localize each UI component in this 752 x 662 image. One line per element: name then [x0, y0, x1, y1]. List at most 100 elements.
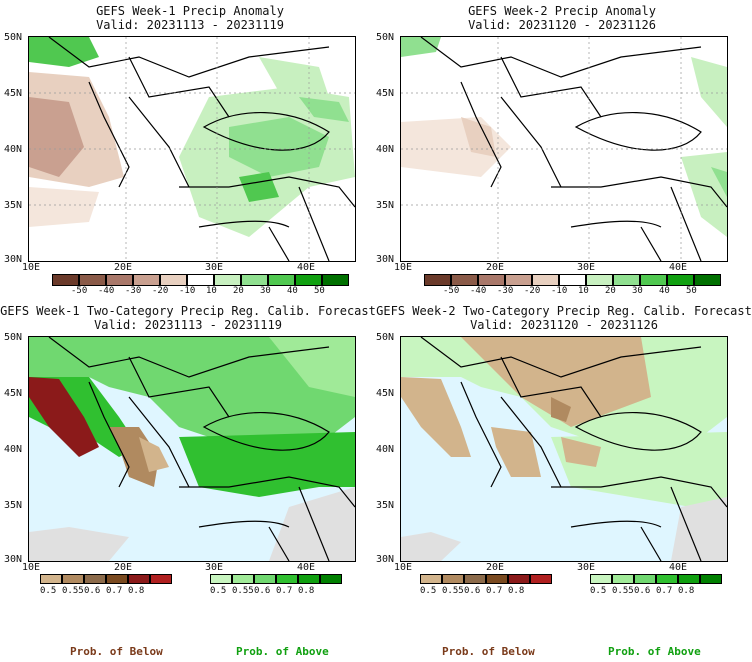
colorbar-label: -50 — [443, 286, 460, 296]
colorbar-label: -30 — [497, 286, 514, 296]
prob-below-label: Prob. of Below — [70, 645, 163, 658]
lon-label: 10E — [22, 262, 41, 273]
colorbar-swatch — [106, 274, 133, 286]
lat-label: 50N — [376, 332, 395, 343]
map-panel-week2-probability — [400, 336, 728, 562]
colorbar-label: 0.5 — [210, 586, 227, 596]
colorbar-label: 0.55 — [442, 586, 464, 596]
colorbar-label: 40 — [659, 286, 670, 296]
lat-label: 50N — [376, 32, 395, 43]
colorbar-label: 0.55 — [612, 586, 634, 596]
lon-label: 40E — [297, 262, 316, 273]
colorbar-swatch — [133, 274, 160, 286]
colorbar-swatch — [486, 574, 508, 584]
colorbar-swatch — [420, 574, 442, 584]
colorbar-swatch — [214, 274, 241, 286]
colorbar-label: 0.5 — [420, 586, 437, 596]
colorbar-label: 0.7 — [486, 586, 503, 596]
colorbar-swatch — [505, 274, 532, 286]
colorbar-label: -10 — [179, 286, 196, 296]
above-colorbar-week1: 0.5 0.55 0.6 0.7 0.8 — [210, 574, 350, 598]
colorbar-label: -20 — [524, 286, 541, 296]
colorbar-label: 0.5 — [40, 586, 57, 596]
lat-label: 40N — [376, 444, 395, 455]
lat-label: 35N — [4, 500, 23, 511]
above-colorbar-week2: 0.5 0.55 0.6 0.7 0.8 — [590, 574, 730, 598]
colorbar-label: 30 — [260, 286, 271, 296]
colorbar-swatch — [442, 574, 464, 584]
lon-label: 20E — [114, 562, 133, 573]
colorbar-label: 0.7 — [106, 586, 123, 596]
lat-label: 40N — [376, 144, 395, 155]
colorbar-label: -50 — [71, 286, 88, 296]
lon-label: 30E — [205, 562, 224, 573]
panel1-title: GEFS Week-1 Precip Anomaly — [96, 4, 284, 18]
colorbar-swatch — [62, 574, 84, 584]
colorbar-label: -40 — [470, 286, 487, 296]
colorbar-swatch — [678, 574, 700, 584]
colorbar-label: 40 — [287, 286, 298, 296]
colorbar-swatch — [106, 574, 128, 584]
lat-label: 30N — [4, 254, 23, 265]
lon-label: 40E — [297, 562, 316, 573]
colorbar-label: 0.7 — [276, 586, 293, 596]
map-panel-week1-probability — [28, 336, 356, 562]
lon-label: 10E — [394, 262, 413, 273]
lon-label: 30E — [205, 262, 224, 273]
lat-label: 35N — [376, 200, 395, 211]
lon-label: 20E — [114, 262, 133, 273]
colorbar-swatch — [612, 574, 634, 584]
lat-label: 30N — [376, 554, 395, 565]
colorbar-label: -10 — [551, 286, 568, 296]
colorbar-swatch — [508, 574, 530, 584]
colorbar-swatch — [532, 274, 559, 286]
lon-label: 10E — [22, 562, 41, 573]
colorbar-label: 0.8 — [678, 586, 695, 596]
colorbar-swatch — [478, 274, 505, 286]
colorbar-label: 0.6 — [254, 586, 271, 596]
lat-label: 45N — [376, 388, 395, 399]
anomaly-colorbar-week1: -50 -40 -30 -20 -10 10 20 30 40 50 — [52, 274, 352, 296]
lon-label: 40E — [669, 562, 688, 573]
colorbar-label: 30 — [632, 286, 643, 296]
colorbar-label: 0.55 — [232, 586, 254, 596]
colorbar-swatch — [210, 574, 232, 584]
panel3-title: GEFS Week-1 Two-Category Precip Reg. Cal… — [0, 304, 376, 318]
colorbar-label: 0.8 — [128, 586, 145, 596]
panel3-valid: Valid: 20231113 - 20231119 — [94, 318, 282, 332]
colorbar-swatch — [667, 274, 694, 286]
colorbar-swatch — [128, 574, 150, 584]
colorbar-label: 0.55 — [62, 586, 84, 596]
anomaly-colorbar-week2: -50 -40 -30 -20 -10 10 20 30 40 50 — [424, 274, 724, 296]
colorbar-swatch — [424, 274, 451, 286]
colorbar-label: -40 — [98, 286, 115, 296]
panel2-title: GEFS Week-2 Precip Anomaly — [468, 4, 656, 18]
colorbar-swatch — [232, 574, 254, 584]
colorbar-swatch — [656, 574, 678, 584]
lon-label: 30E — [577, 562, 596, 573]
colorbar-label: 0.6 — [464, 586, 481, 596]
colorbar-swatch — [268, 274, 295, 286]
colorbar-label: -20 — [152, 286, 169, 296]
lat-label: 40N — [4, 444, 23, 455]
below-colorbar-week1: 0.5 0.55 0.6 0.7 0.8 — [40, 574, 180, 598]
colorbar-swatch — [241, 274, 268, 286]
panel2-valid: Valid: 20231120 - 20231126 — [468, 18, 656, 32]
colorbar-swatch — [254, 574, 276, 584]
colorbar-swatch — [464, 574, 486, 584]
lat-label: 50N — [4, 32, 23, 43]
lat-label: 40N — [4, 144, 23, 155]
colorbar-swatch — [700, 574, 722, 584]
lat-label: 30N — [376, 254, 395, 265]
colorbar-label: 0.6 — [634, 586, 651, 596]
colorbar-label: 50 — [314, 286, 325, 296]
lon-label: 10E — [394, 562, 413, 573]
colorbar-label: 0.6 — [84, 586, 101, 596]
colorbar-swatch — [590, 574, 612, 584]
colorbar-swatch — [451, 274, 478, 286]
lat-label: 45N — [376, 88, 395, 99]
lon-label: 20E — [486, 562, 505, 573]
colorbar-label: 20 — [605, 286, 616, 296]
map-panel-week1-anomaly — [28, 36, 356, 262]
colorbar-swatch — [84, 574, 106, 584]
